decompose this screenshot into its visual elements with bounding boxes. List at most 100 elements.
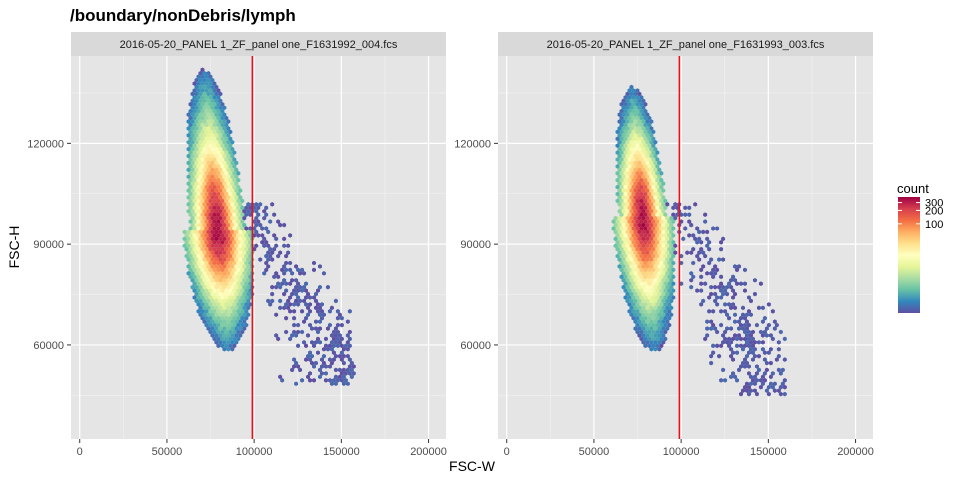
hexbin-cell: [226, 215, 231, 221]
hexbin-cell: [192, 191, 197, 197]
hexbin-cell: [290, 291, 295, 297]
hexbin-cell: [661, 202, 666, 207]
hexbin-cell: [206, 112, 211, 117]
hexbin-cell: [204, 157, 209, 162]
hexbin-cell: [683, 212, 688, 217]
hexbin-cell: [216, 295, 221, 300]
hexbin-cell: [210, 298, 215, 304]
hexbin-cell: [653, 346, 658, 352]
hexbin-cell: [236, 240, 241, 245]
hexbin-cell: [208, 136, 213, 142]
hexbin-cell: [723, 309, 728, 314]
hexbin-cell: [276, 219, 281, 224]
hexbin-cell: [701, 250, 706, 255]
hexbin-cell: [188, 246, 193, 252]
hexbin-cell: [625, 243, 630, 249]
hexbin-cell: [210, 305, 215, 311]
hexbin-cell: [649, 277, 654, 283]
hexbin-cell: [339, 350, 344, 355]
hexbin-cell: [623, 115, 628, 121]
hexbin-cell: [647, 246, 652, 252]
hexbin-cell: [615, 171, 620, 176]
hexbin-cell: [232, 274, 237, 280]
hexbin-cell: [665, 236, 670, 242]
hexbin-cell: [623, 295, 628, 300]
hexbin-cell: [228, 191, 233, 197]
hexbin-cell: [641, 181, 646, 186]
hexbin-cell: [200, 115, 205, 121]
hexbin-cell: [645, 222, 650, 228]
hexbin-cell: [653, 257, 658, 262]
y-tick-label: 120000: [27, 138, 64, 150]
hexbin-cell: [723, 336, 728, 342]
hexbin-cell: [768, 346, 773, 352]
hexbin-cell: [649, 298, 654, 304]
hexbin-cell: [335, 322, 340, 328]
hexbin-cell: [234, 264, 239, 269]
hexbin-cell: [204, 184, 209, 190]
hexbin-cell: [627, 198, 632, 204]
hexbin-cell: [752, 381, 757, 387]
hexbin-cell: [671, 205, 676, 211]
hexbin-cell: [308, 295, 313, 300]
hexbin-cell: [627, 88, 632, 93]
hexbin-cell: [651, 205, 656, 211]
hexbin-cell: [737, 333, 742, 338]
hexbin-cell: [232, 343, 237, 349]
hexbin-cell: [667, 246, 672, 252]
hexbin-cell: [750, 329, 755, 335]
hexbin-cell: [186, 181, 191, 186]
hexbin-cell: [637, 119, 642, 124]
hexbin-cell: [637, 236, 642, 242]
panel-1-strip: [71, 32, 446, 56]
hexbin-cell: [196, 88, 201, 93]
hexbin-cell: [220, 115, 225, 121]
hexbin-cell: [188, 129, 193, 135]
hexbin-cell: [651, 288, 656, 293]
hexbin-cell: [290, 367, 295, 373]
hexbin-cell: [772, 388, 777, 393]
hexbin-cell: [236, 329, 241, 335]
hexbin-cell: [659, 198, 664, 204]
hexbin-cell: [659, 205, 664, 211]
hexbin-cell: [639, 267, 644, 273]
hexbin-cell: [746, 350, 751, 355]
hexbin-cell: [226, 305, 231, 311]
hexbin-cell: [619, 136, 624, 142]
hexbin-cell: [198, 202, 203, 207]
hexbin-cell: [214, 98, 219, 104]
hexbin-cell: [665, 257, 670, 262]
hexbin-cell: [276, 253, 281, 259]
hexbin-cell: [637, 271, 642, 276]
hexbin-cell: [240, 219, 245, 224]
hexbin-cell: [629, 229, 634, 235]
hexbin-cell: [667, 260, 672, 266]
hexbin-cell: [302, 319, 307, 324]
legend-title: count: [897, 181, 929, 196]
hexbin-cell: [232, 288, 237, 293]
hexbin-cell: [210, 326, 215, 331]
hexbin-cell: [661, 188, 666, 193]
hexbin-cell: [216, 205, 221, 211]
hexbin-cell: [653, 326, 658, 331]
hexbin-cell: [190, 153, 195, 159]
hexbin-cell: [639, 102, 644, 107]
hexbin-cell: [232, 198, 237, 204]
hexbin-cell: [232, 219, 237, 224]
hexbin-cell: [657, 333, 662, 338]
hexbin-cell: [746, 295, 751, 300]
hexbin-cell: [270, 298, 275, 304]
hexbin-cell: [212, 226, 217, 231]
hexbin-cell: [697, 236, 702, 242]
hexbin-cell: [733, 312, 738, 318]
hexbin-cell: [669, 264, 674, 269]
hexbin-cell: [218, 202, 223, 207]
hexbin-cell: [319, 357, 324, 362]
hexbin-cell: [649, 284, 654, 290]
hexbin-cell: [222, 257, 227, 262]
hexbin-cell: [192, 136, 197, 142]
hexbin-cell: [661, 222, 666, 228]
hexbin-cell: [741, 312, 745, 318]
hexbin-cell: [611, 219, 616, 224]
hexbin-cell: [192, 240, 197, 245]
